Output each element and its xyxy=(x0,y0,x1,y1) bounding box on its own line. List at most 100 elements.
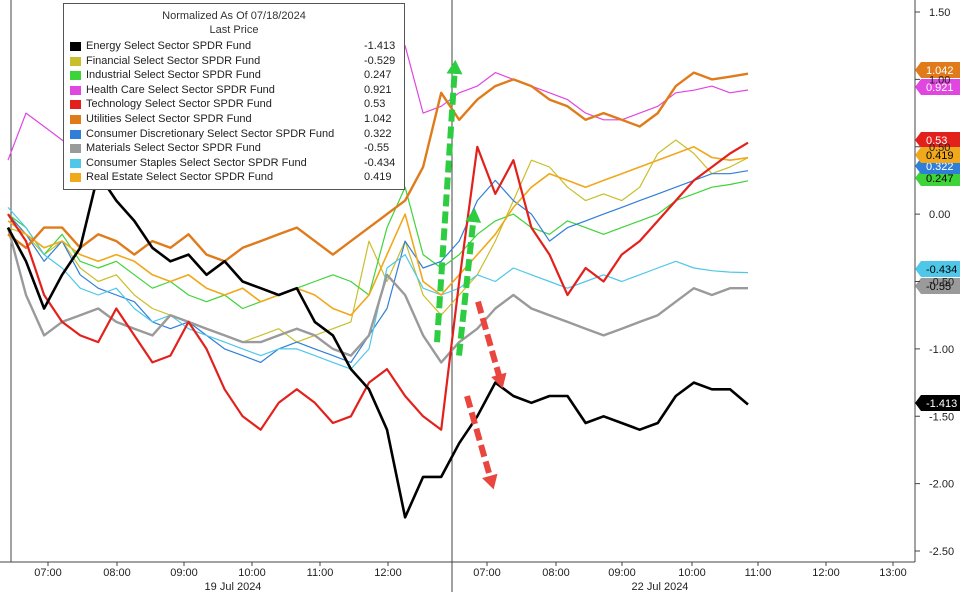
x-tick-label: 07:00 xyxy=(34,567,62,579)
series-line xyxy=(6,227,748,364)
y-tick-label: 0.50 xyxy=(929,142,950,154)
last-value-tag-text: 0.247 xyxy=(926,173,954,185)
annotation-arrowhead xyxy=(491,372,507,389)
x-tick-label: 08:00 xyxy=(103,567,131,579)
legend-entry: Consumer Staples Select Sector SPDR Fund… xyxy=(64,156,404,171)
legend-swatch xyxy=(70,114,81,124)
legend-entry: Consumer Discretionary Select Sector SPD… xyxy=(64,127,404,142)
x-tick-label: 09:00 xyxy=(170,567,198,579)
y-tick-label: -0.50 xyxy=(929,277,954,289)
series-line xyxy=(7,180,749,310)
legend-last-price: -0.434 xyxy=(364,156,396,169)
annotation-arrow xyxy=(434,65,458,343)
legend-last-price: -0.529 xyxy=(364,54,396,67)
last-value-tag-text: -1.413 xyxy=(926,398,957,410)
series-line xyxy=(7,146,749,317)
last-value-tag: 0.53 xyxy=(915,132,960,148)
annotation-arrow xyxy=(456,213,477,356)
last-value-tag: 1.042 xyxy=(915,62,960,78)
series-line xyxy=(7,207,749,370)
date-label: 19 Jul 2024 xyxy=(205,581,262,592)
legend-entry: Health Care Select Sector SPDR Fund 0.921 xyxy=(64,83,404,98)
legend-entry: Materials Select Sector SPDR Fund -0.55 xyxy=(64,141,404,156)
x-tick-label: 12:00 xyxy=(374,567,402,579)
legend-last-price: 0.921 xyxy=(364,83,392,96)
chart-legend: Normalized As Of 07/18/2024 Last Price E… xyxy=(63,3,405,190)
legend-series-name: Technology Select Sector SPDR Fund xyxy=(86,98,272,111)
x-tick-label: 13:00 xyxy=(879,567,907,579)
series-line xyxy=(7,170,749,363)
last-value-tag-text: 0.322 xyxy=(926,161,954,173)
annotation-arrowhead xyxy=(465,208,482,223)
x-tick-label: 12:00 xyxy=(812,567,840,579)
x-tick-label: 11:00 xyxy=(307,567,334,579)
date-label: 22 Jul 2024 xyxy=(632,581,689,592)
x-tick-label: 07:00 xyxy=(473,567,501,579)
legend-last-price: -0.55 xyxy=(364,142,390,155)
last-value-tag: -0.434 xyxy=(915,261,960,277)
legend-series-name: Financial Select Sector SPDR Fund xyxy=(86,54,261,67)
last-value-tag-text: 1.042 xyxy=(926,65,954,77)
legend-swatch xyxy=(70,173,81,183)
legend-last-price: 0.53 xyxy=(364,98,386,111)
legend-series-name: Health Care Select Sector SPDR Fund xyxy=(86,83,275,96)
legend-swatch xyxy=(70,85,81,95)
y-tick-label: -2.50 xyxy=(929,546,954,558)
legend-last-price: 1.042 xyxy=(364,112,392,125)
legend-swatch xyxy=(70,42,81,51)
legend-swatch xyxy=(70,100,81,110)
annotation-arrowhead xyxy=(482,473,498,490)
legend-series-name: Consumer Discretionary Select Sector SPD… xyxy=(86,127,335,140)
y-tick-label: 1.50 xyxy=(929,7,950,19)
legend-subtitle: Last Price xyxy=(209,24,259,36)
y-tick-label: 0.00 xyxy=(929,209,950,221)
last-value-tag: -1.413 xyxy=(915,395,960,411)
x-tick-label: 08:00 xyxy=(542,567,570,579)
last-value-tag-text: 0.921 xyxy=(926,82,954,94)
last-value-tag-text: 0.419 xyxy=(926,150,954,162)
legend-entry: Industrial Select Sector SPDR Fund 0.247 xyxy=(64,68,404,83)
legend-entry: Energy Select Sector SPDR Fund -1.413 xyxy=(64,39,404,54)
legend-series-name: Energy Select Sector SPDR Fund xyxy=(86,40,252,52)
x-tick-label: 11:00 xyxy=(745,567,772,579)
legend-entry: Technology Select Sector SPDR Fund 0.53 xyxy=(64,97,404,112)
legend-last-price: 0.247 xyxy=(364,69,392,82)
y-tick-label: -1.50 xyxy=(929,411,954,423)
legend-entry: Financial Select Sector SPDR Fund -0.529 xyxy=(64,54,404,69)
annotation-arrow xyxy=(464,395,495,485)
legend-last-price: 0.322 xyxy=(364,127,392,140)
legend-swatch xyxy=(70,144,81,154)
legend-title: Normalized As Of 07/18/2024 xyxy=(162,10,306,22)
series-line xyxy=(7,71,749,263)
y-tick-label: 1.00 xyxy=(929,74,950,86)
y-tick-label: -2.00 xyxy=(929,479,954,491)
last-value-tag-text: -0.434 xyxy=(926,264,957,276)
last-value-tag-text: 0.53 xyxy=(926,135,947,147)
legend-swatch xyxy=(70,129,81,139)
annotation-arrow xyxy=(475,300,504,384)
legend-series-name: Consumer Staples Select Sector SPDR Fund xyxy=(86,156,307,169)
x-tick-label: 10:00 xyxy=(678,567,706,579)
legend-last-price: 0.419 xyxy=(364,171,392,184)
series-line xyxy=(6,172,749,519)
legend-entry: Utilities Select Sector SPDR Fund 1.042 xyxy=(64,112,404,127)
legend-series-name: Real Estate Select Sector SPDR Fund xyxy=(86,171,274,184)
legend-last-price: -1.413 xyxy=(364,40,396,52)
legend-swatch xyxy=(70,56,81,66)
annotation-arrowhead xyxy=(446,59,463,75)
legend-series-name: Industrial Select Sector SPDR Fund xyxy=(86,69,261,82)
legend-entry: Real Estate Select Sector SPDR Fund 0.419 xyxy=(64,170,404,185)
last-value-tag: 0.921 xyxy=(915,79,960,95)
last-value-tag: -0.55 xyxy=(915,278,960,294)
x-tick-label: 10:00 xyxy=(238,567,266,579)
legend-swatch xyxy=(70,71,81,81)
series-line xyxy=(7,141,749,431)
x-tick-label: 09:00 xyxy=(608,567,636,579)
last-value-tag: 0.419 xyxy=(915,147,960,163)
legend-series-name: Utilities Select Sector SPDR Fund xyxy=(86,112,252,125)
legend-swatch xyxy=(70,158,81,168)
last-value-tag-text: -0.55 xyxy=(926,281,951,293)
y-tick-label: -1.00 xyxy=(929,344,954,356)
legend-series-name: Materials Select Sector SPDR Fund xyxy=(86,142,261,155)
